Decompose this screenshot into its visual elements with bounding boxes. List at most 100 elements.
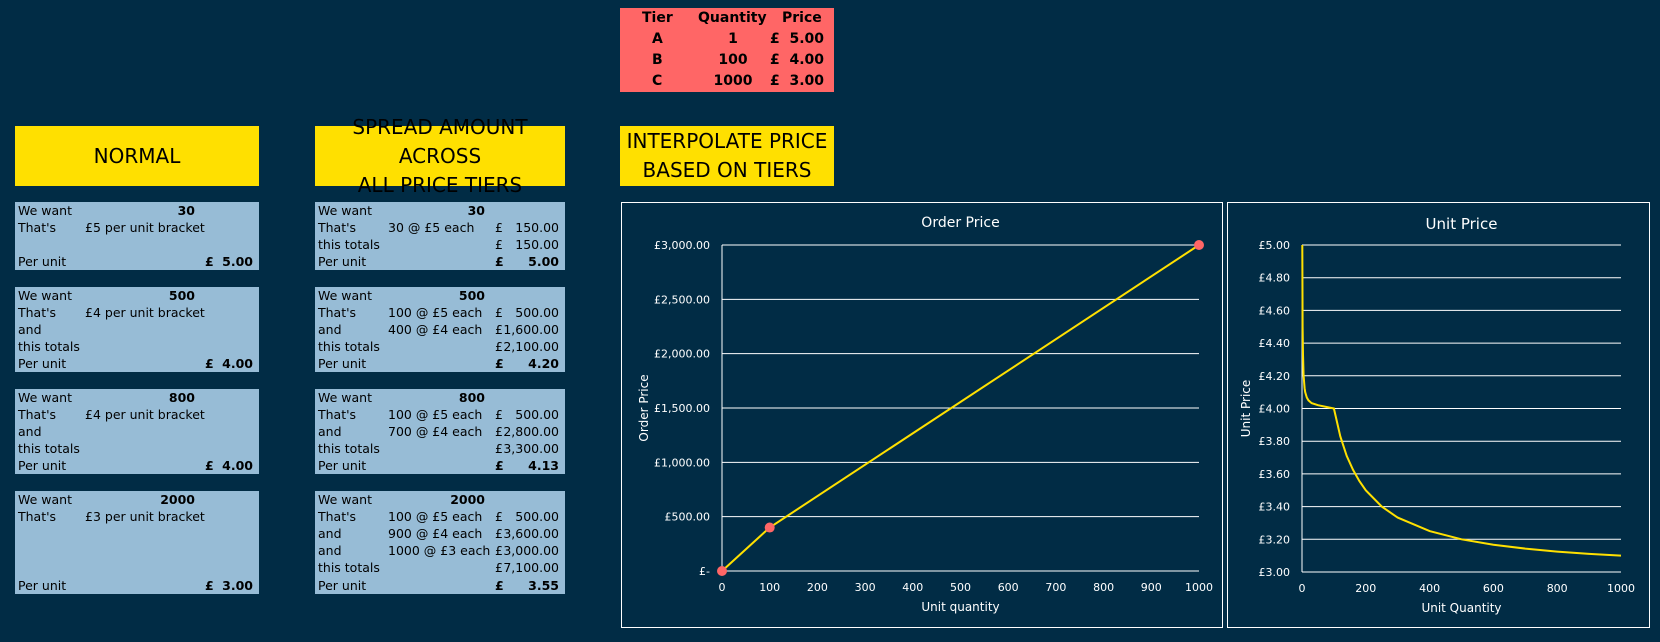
per-unit-label: Per unit xyxy=(318,356,367,371)
per-unit-value: 4.00 xyxy=(222,356,253,371)
y-tick-label: £3.20 xyxy=(1259,533,1291,546)
want-value: 2000 xyxy=(450,492,485,507)
interpolate-header-line2: BASED ON TIERS xyxy=(642,158,812,182)
per-unit-currency: £ xyxy=(205,356,214,371)
thats-label: That's xyxy=(18,220,57,235)
y-axis-label: Order Price xyxy=(637,374,651,441)
y-tick-label: £5.00 xyxy=(1259,239,1291,252)
per-unit-currency: £ xyxy=(205,254,214,269)
order-price-chart: £- £500.00 £1,000.00 £1,500.00 £2,000.00 £2,5… xyxy=(637,215,1213,614)
thats-label: That's xyxy=(18,509,57,524)
line-desc: 900 @ £4 each xyxy=(388,526,483,541)
line-currency: £ xyxy=(495,322,503,337)
line-desc: 400 @ £4 each xyxy=(388,322,483,337)
line-label: this totals xyxy=(318,441,380,456)
x-tick-label: 100 xyxy=(759,581,780,594)
x-axis-label: Unit quantity xyxy=(921,600,999,614)
totals-label: this totals xyxy=(18,339,80,354)
want-label: We want xyxy=(18,203,72,218)
line-amount: 500.00 xyxy=(515,509,559,524)
x-tick-label: 600 xyxy=(1483,582,1504,595)
spread-header-line1: SPREAD AMOUNT ACROSS xyxy=(352,114,528,168)
per-unit-label: Per unit xyxy=(18,578,67,593)
y-tick-label: £2,500.00 xyxy=(654,293,710,306)
normal-block: We want 500 That's £4 per unit bracket a… xyxy=(15,287,259,372)
currency-cell: £ xyxy=(770,31,780,47)
data-point xyxy=(717,566,727,576)
spread-block: We want 500 That's 100 @ £5 each £ 500.0… xyxy=(315,287,565,372)
per-unit-currency: £ xyxy=(205,578,214,593)
want-value: 30 xyxy=(177,203,195,218)
y-tick-label: £- xyxy=(699,565,710,578)
unit-price-chart-panel: £3.00 £3.20 £3.40 £3.60 £3.80 £4.00 £4.20 £4.40… xyxy=(1227,202,1650,628)
spread-block: We want 2000 That's 100 @ £5 each £ 500.… xyxy=(315,491,565,594)
want-value: 2000 xyxy=(160,492,195,507)
normal-header: NORMAL xyxy=(15,126,259,186)
want-label: We want xyxy=(318,288,372,303)
unit-price-chart: £3.00 £3.20 £3.40 £3.60 £3.80 £4.00 £4.20 £4.40… xyxy=(1239,215,1635,615)
x-axis-label: Unit Quantity xyxy=(1421,601,1501,615)
line-desc: 700 @ £4 each xyxy=(388,424,483,439)
line-amount: 3,300.00 xyxy=(503,441,559,456)
per-unit-value: 4.00 xyxy=(222,458,253,473)
price-cell: 5.00 xyxy=(789,31,824,47)
want-label: We want xyxy=(18,288,72,303)
normal-block: We want 30 That's £5 per unit bracket Pe… xyxy=(15,202,259,270)
totals-label: this totals xyxy=(18,441,80,456)
normal-header-text: NORMAL xyxy=(93,143,181,168)
y-tick-label: £4.40 xyxy=(1259,337,1291,350)
line-amount: 2,100.00 xyxy=(503,339,559,354)
price-cell: 3.00 xyxy=(789,73,824,89)
line-currency: £ xyxy=(495,220,503,235)
x-tick-label: 0 xyxy=(1299,582,1306,595)
data-point xyxy=(764,522,775,533)
chart-title: Unit Price xyxy=(1426,215,1498,233)
line-label: That's xyxy=(318,305,357,320)
y-tick-label: £3.60 xyxy=(1259,468,1291,481)
per-unit-label: Per unit xyxy=(18,458,67,473)
want-label: We want xyxy=(18,492,72,507)
y-tick-label: £4.80 xyxy=(1259,272,1291,285)
y-tick-label: £3.00 xyxy=(1259,566,1291,579)
line-currency: £ xyxy=(495,543,503,558)
y-tick-label: £2,000.00 xyxy=(654,348,710,361)
per-unit-value: 3.00 xyxy=(222,578,253,593)
tier-table: Tier Quantity Price A 1 £ 5.00 B 100 £ 4… xyxy=(620,8,834,92)
line-label: That's xyxy=(318,509,357,524)
bracket-text: £4 per unit bracket xyxy=(85,407,205,422)
per-unit-currency: £ xyxy=(495,578,504,593)
line-label: That's xyxy=(318,407,357,422)
interpolate-header: INTERPOLATE PRICE BASED ON TIERS xyxy=(620,126,834,186)
per-unit-value: 5.00 xyxy=(222,254,253,269)
bracket-text: £3 per unit bracket xyxy=(85,509,205,524)
line-label: and xyxy=(318,322,342,337)
want-label: We want xyxy=(318,390,372,405)
line-desc: 30 @ £5 each xyxy=(388,220,475,235)
line-desc: 100 @ £5 each xyxy=(388,305,483,320)
x-tick-label: 900 xyxy=(1141,581,1162,594)
bracket-text: £5 per unit bracket xyxy=(85,220,205,235)
tier-row: C 1000 £ 3.00 xyxy=(620,71,834,91)
x-tick-label: 200 xyxy=(807,581,828,594)
x-tick-label: 800 xyxy=(1547,582,1568,595)
want-value: 500 xyxy=(458,288,485,303)
per-unit-currency: £ xyxy=(495,356,504,371)
spread-block: We want 30 That's 30 @ £5 each £ 150.00 … xyxy=(315,202,565,270)
line-amount: 500.00 xyxy=(515,407,559,422)
spread-header: SPREAD AMOUNT ACROSS ALL PRICE TIERS xyxy=(315,115,565,197)
line-desc: 1000 @ £3 each xyxy=(388,543,491,558)
x-tick-label: 400 xyxy=(1419,582,1440,595)
line-amount: 500.00 xyxy=(515,305,559,320)
y-tick-label: £1,000.00 xyxy=(654,456,710,469)
per-unit-currency: £ xyxy=(495,458,504,473)
currency-cell: £ xyxy=(770,52,780,68)
price-header: Price xyxy=(782,10,822,26)
line-amount: 1,600.00 xyxy=(503,322,559,337)
want-label: We want xyxy=(318,203,372,218)
normal-block: We want 800 That's £4 per unit bracket a… xyxy=(15,389,259,474)
line-label: this totals xyxy=(318,237,380,252)
per-unit-value: 4.20 xyxy=(528,356,559,371)
y-tick-label: £4.20 xyxy=(1259,370,1291,383)
want-value: 30 xyxy=(467,203,485,218)
tier-cell: B xyxy=(652,52,663,68)
